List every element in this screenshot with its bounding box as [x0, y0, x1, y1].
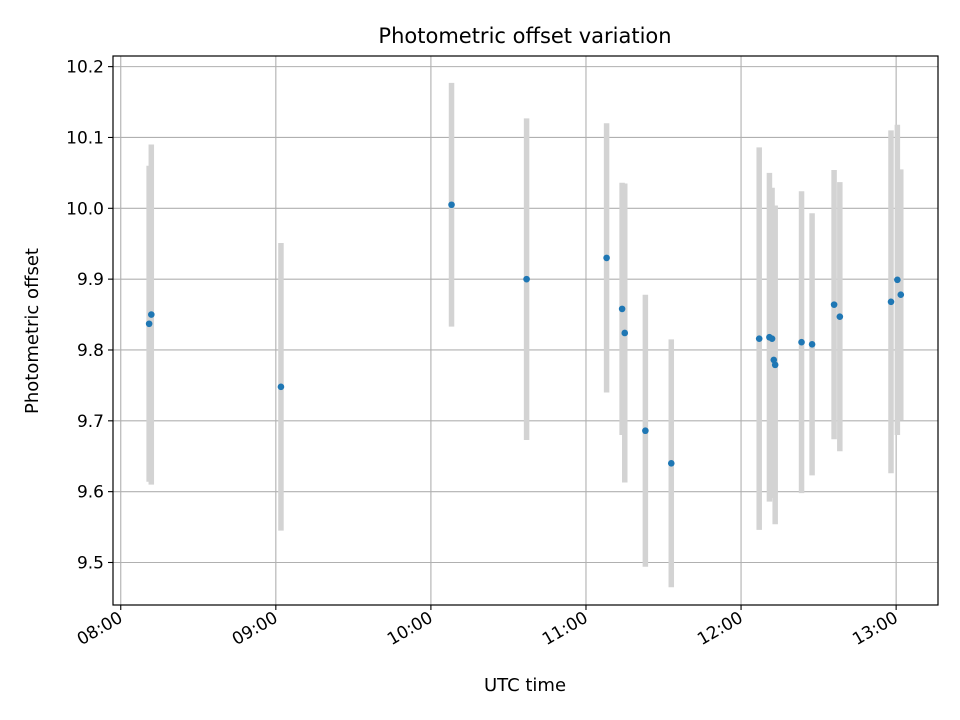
y-tick-label: 10.0	[66, 199, 104, 219]
data-point	[830, 301, 838, 308]
plot-frame	[112, 55, 939, 606]
data-point	[770, 356, 778, 364]
x-axis-title: UTC time	[484, 675, 566, 696]
data-point	[148, 311, 155, 318]
y-tick-label: 9.7	[77, 412, 104, 432]
y-tick-label: 9.5	[77, 553, 104, 573]
y-tick-label: 10.2	[66, 58, 104, 78]
data-point	[808, 341, 816, 348]
data-point	[836, 313, 844, 320]
y-tick-label: 9.9	[77, 270, 104, 290]
data-point	[887, 298, 895, 306]
data-point	[897, 291, 905, 299]
y-tick-label: 9.6	[77, 483, 104, 503]
y-tick-label: 9.8	[77, 341, 104, 361]
data-point	[771, 361, 779, 369]
data-point	[448, 201, 455, 209]
data-points	[145, 201, 905, 467]
data-point	[798, 338, 805, 346]
data-point	[667, 460, 675, 467]
data-point	[621, 329, 629, 337]
data-point	[768, 335, 776, 342]
data-point	[894, 276, 901, 284]
y-axis-title: Photometric offset	[22, 248, 43, 414]
chart-title: Photometric offset variation	[378, 24, 671, 48]
data-point	[277, 383, 285, 391]
data-point	[642, 427, 649, 435]
y-axis: 9.5 9.6 9.7 9.8 9.9 10.0 10.1 10.2	[66, 58, 113, 573]
data-point	[145, 320, 153, 328]
y-tick-label: 10.1	[66, 128, 104, 148]
data-point	[603, 254, 610, 262]
data-point	[618, 305, 626, 313]
data-point	[755, 335, 763, 342]
data-point	[523, 275, 530, 283]
